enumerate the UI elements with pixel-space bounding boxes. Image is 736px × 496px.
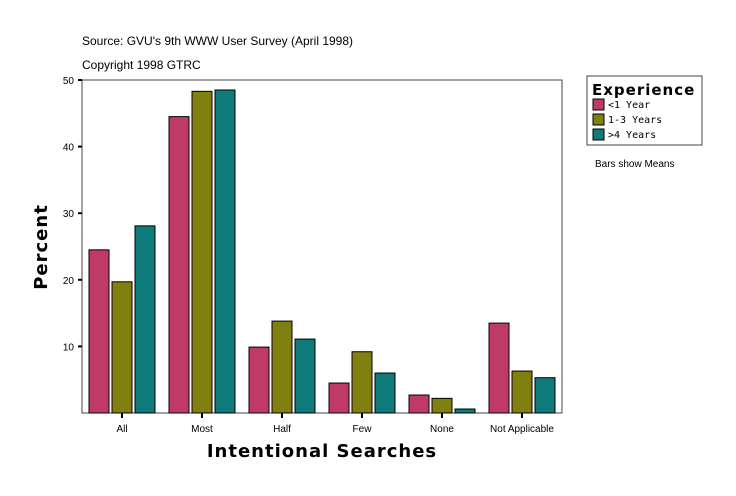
legend-label: <1 Year [608,100,650,111]
bar-all-2 [134,225,156,414]
y-tick-label: 30 [63,209,75,220]
chart-subtitle: Copyright 1998 GTRC [82,58,201,72]
x-tick-label: All [116,424,127,435]
y-tick-label: 10 [63,342,75,353]
legend-swatch [592,128,605,141]
bar-most-1 [191,90,213,414]
legend-title: Experience [592,81,695,99]
x-tick-label: Not Applicable [490,424,554,435]
legend-label: 1-3 Years [608,115,662,126]
legend-swatch [592,113,605,126]
bar-not-applicable-1 [511,370,533,414]
y-tick-label: 40 [63,143,75,154]
bar-half-0 [248,346,270,414]
bar-most-0 [168,116,190,414]
chart-title: Source: GVU's 9th WWW User Survey (April… [82,34,353,48]
legend-label: >4 Years [608,130,656,141]
x-tick-label: Few [353,424,373,435]
x-tick-label: None [430,424,454,435]
x-axis-label: Intentional Searches [207,441,437,462]
plot-area [81,79,563,414]
legend-swatch [592,98,605,111]
bar-few-0 [328,382,350,414]
bar-none-1 [431,397,453,414]
y-tick-label: 50 [63,76,75,87]
chart-note: Bars show Means [595,159,674,170]
legend: Experience <1 Year 1-3 Years >4 Years [586,75,703,146]
y-tick-label: 20 [63,276,75,287]
bar-few-1 [351,351,373,414]
bar-none-2 [454,408,476,414]
bar-most-2 [214,89,236,414]
bar-half-2 [294,338,316,414]
legend-box [586,75,703,146]
y-axis-label: Percent [31,204,52,290]
bar-all-1 [111,281,133,414]
bar-not-applicable-2 [534,377,556,414]
bar-few-2 [374,372,396,414]
bar-half-1 [271,320,293,414]
bar-not-applicable-0 [488,322,510,414]
x-tick-label: Most [191,424,213,435]
bar-all-0 [88,249,110,414]
bar-none-0 [408,394,430,414]
x-tick-label: Half [273,424,291,435]
